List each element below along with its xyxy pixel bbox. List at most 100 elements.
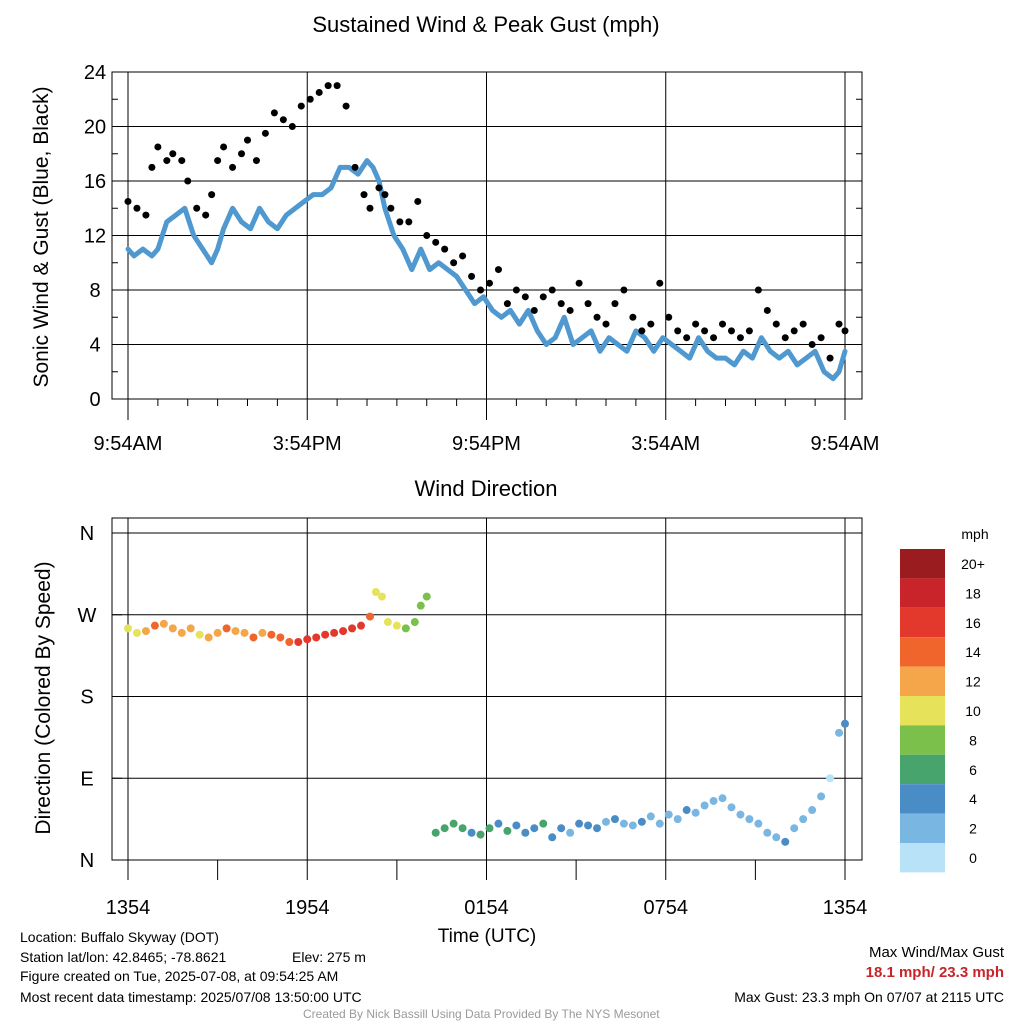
top-chart-y-ticks: 0 4 8 12 16 20 24 [84, 62, 862, 411]
gust-point [692, 320, 700, 328]
direction-point [177, 628, 186, 637]
direction-point [150, 621, 159, 630]
direction-point [808, 806, 817, 815]
direction-point [790, 824, 799, 833]
footer-elev: Elev: 275 m [292, 949, 366, 965]
direction-point [628, 821, 637, 830]
footer-recent: Most recent data timestamp: 2025/07/08 1… [20, 989, 362, 1005]
direction-point [772, 833, 781, 842]
direction-point [339, 627, 348, 636]
colorbar-swatch [900, 725, 945, 755]
direction-point [258, 628, 267, 637]
colorbar-swatch [900, 754, 945, 785]
sustained-wind-line [125, 158, 848, 382]
gust-point [375, 184, 383, 192]
speed-colorbar: 20+ 18 16 14 12 10 8 6 4 2 0 [900, 549, 985, 873]
gust-point [512, 286, 520, 294]
direction-point [557, 824, 566, 833]
gust-point [539, 293, 547, 301]
gust-point [459, 252, 467, 260]
gust-point [261, 129, 269, 137]
gust-point [727, 327, 735, 335]
direction-point [754, 819, 763, 828]
gust-point [826, 354, 834, 362]
bottom-chart-x-ticks: 1354 1954 0154 0754 1354 [106, 860, 867, 919]
gust-point [396, 218, 404, 226]
colorbar-label: 12 [965, 674, 981, 690]
top-ytick-label: 8 [89, 280, 100, 302]
bottom-ytick-label: W [78, 605, 97, 627]
direction-point [584, 821, 593, 830]
gust-point [297, 102, 305, 110]
colorbar-label: 18 [965, 585, 981, 601]
direction-point [655, 819, 664, 828]
direction-point [494, 819, 503, 828]
direction-point [691, 808, 700, 817]
gust-point [324, 82, 332, 90]
top-xtick-label: 9:54AM [811, 433, 880, 455]
colorbar-swatch [900, 637, 945, 667]
gust-point [494, 266, 502, 274]
bottom-ytick-label: E [80, 768, 93, 790]
gust-point [817, 334, 825, 342]
gust-point [683, 334, 691, 342]
direction-point [231, 627, 240, 636]
direction-point [377, 592, 386, 601]
top-xtick-label: 3:54PM [273, 433, 342, 455]
direction-point [401, 624, 410, 633]
colorbar-label: 0 [969, 850, 977, 866]
gust-point [163, 157, 171, 165]
direction-point [213, 628, 222, 637]
direction-point [267, 630, 276, 639]
gust-point [575, 279, 583, 287]
max-values: 18.1 mph/ 23.3 mph [865, 964, 1004, 981]
direction-point [817, 792, 826, 801]
direction-point [392, 621, 401, 630]
gust-point [342, 102, 350, 110]
gust-point [719, 320, 727, 328]
direction-point [835, 728, 844, 737]
direction-point [530, 824, 539, 833]
gust-point [521, 293, 529, 301]
top-chart-x-ticks: 9:54AM 3:54PM 9:54PM 3:54AM 9:54AM [94, 399, 880, 455]
direction-point [249, 633, 258, 642]
colorbar-swatch [900, 784, 945, 814]
gust-point [405, 218, 413, 226]
direction-point [610, 815, 619, 824]
direction-point [548, 833, 557, 842]
gust-point [214, 157, 222, 165]
direction-point [781, 837, 790, 846]
direction-point [276, 633, 285, 642]
direction-point [222, 624, 231, 633]
bottom-ytick-label: S [80, 687, 93, 709]
direction-point [303, 635, 312, 644]
bottom-chart-y-ticks: N E S W N [78, 523, 122, 872]
direction-point [646, 812, 655, 821]
direction-point [195, 630, 204, 639]
direction-point [745, 815, 754, 824]
direction-point [285, 638, 294, 646]
direction-point [467, 828, 476, 837]
gust-point [450, 259, 458, 267]
gust-point [432, 238, 440, 246]
direction-point [440, 824, 449, 833]
direction-point [700, 801, 709, 810]
direction-point [476, 830, 485, 839]
top-ytick-label: 20 [84, 117, 106, 139]
top-ytick-label: 0 [89, 389, 100, 411]
direction-point [371, 588, 380, 597]
direction-point [575, 819, 584, 828]
direction-point [330, 628, 339, 637]
colorbar-title: mph [961, 526, 988, 542]
top-ytick-label: 12 [84, 226, 106, 248]
gust-point [202, 211, 210, 219]
direction-point [357, 621, 366, 630]
gust-point [835, 320, 843, 328]
gust-point [360, 191, 368, 199]
gust-point [315, 88, 323, 96]
gust-point [477, 286, 485, 294]
gust-point [620, 286, 628, 294]
direction-point [736, 810, 745, 819]
colorbar-label: 10 [965, 703, 981, 719]
